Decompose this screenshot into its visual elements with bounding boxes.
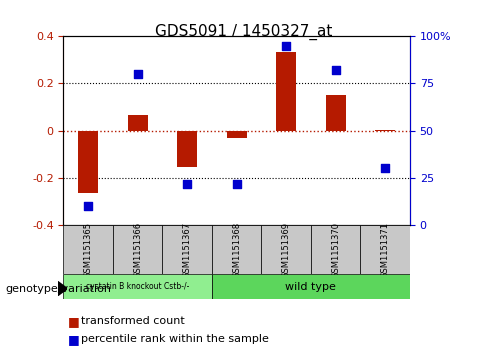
Text: GSM1151365: GSM1151365 [83,221,93,278]
Text: wild type: wild type [285,282,336,292]
FancyBboxPatch shape [63,225,113,274]
Text: transformed count: transformed count [81,316,184,326]
Text: ■: ■ [68,333,80,346]
Bar [78,131,98,193]
Bar [128,115,147,131]
Text: GSM1151366: GSM1151366 [133,221,142,278]
Text: GSM1151370: GSM1151370 [331,221,340,278]
Text: GSM1151371: GSM1151371 [381,221,390,278]
FancyBboxPatch shape [113,225,163,274]
FancyBboxPatch shape [262,225,311,274]
Bar [276,52,296,131]
Point [381,166,389,171]
Text: GDS5091 / 1450327_at: GDS5091 / 1450327_at [155,24,333,40]
Text: genotype/variation: genotype/variation [5,284,111,294]
FancyBboxPatch shape [311,225,361,274]
Point [183,181,191,187]
Bar [326,95,346,131]
FancyBboxPatch shape [361,225,410,274]
Bar [375,130,395,131]
Point [332,68,340,73]
Text: GSM1151368: GSM1151368 [232,221,241,278]
Text: cystatin B knockout Cstb-/-: cystatin B knockout Cstb-/- [86,282,189,291]
FancyBboxPatch shape [212,274,410,299]
Bar [227,131,246,138]
Bar [177,131,197,167]
Point [282,43,290,49]
Text: percentile rank within the sample: percentile rank within the sample [81,334,268,344]
Text: GSM1151367: GSM1151367 [183,221,192,278]
FancyBboxPatch shape [212,225,262,274]
FancyBboxPatch shape [63,274,212,299]
Polygon shape [58,281,67,296]
Point [84,203,92,209]
Text: ■: ■ [68,315,80,328]
Text: GSM1151369: GSM1151369 [282,221,291,278]
Point [233,181,241,187]
Point [134,71,142,77]
FancyBboxPatch shape [163,225,212,274]
